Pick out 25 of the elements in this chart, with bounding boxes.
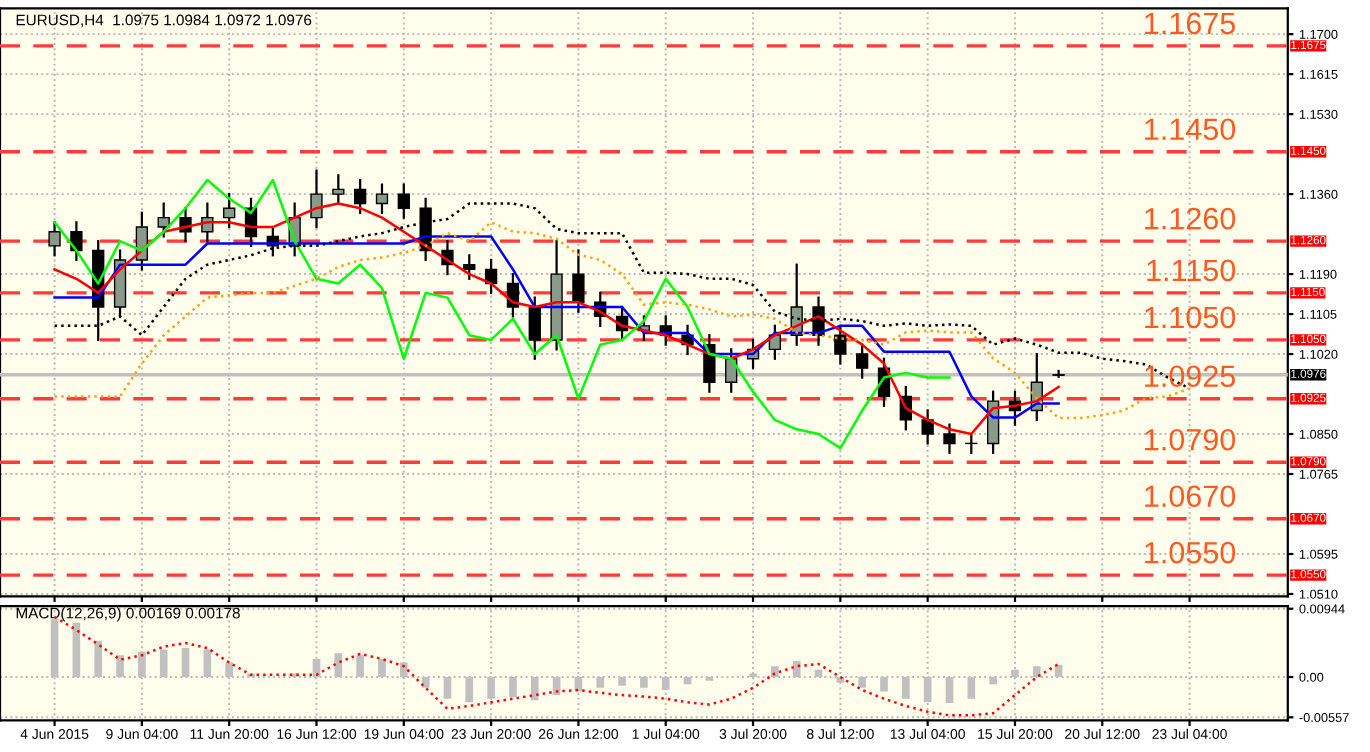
candlestick [310, 169, 323, 229]
candlestick [943, 423, 956, 454]
candlestick [572, 249, 585, 313]
text: 1.1150 [1147, 259, 1236, 282]
candlestick [1052, 369, 1065, 378]
candlestick [375, 183, 389, 215]
line-series [53, 178, 951, 450]
candlestick [223, 192, 236, 229]
candlestick [70, 221, 83, 262]
candlestick [463, 254, 476, 280]
text: 1.0790 [1145, 428, 1236, 451]
text: 1.1050 [1145, 306, 1236, 329]
candlestick [48, 221, 61, 257]
text: 1.1675 [1145, 12, 1236, 35]
text: 1.1260 [1145, 207, 1236, 230]
candlestick [397, 183, 410, 219]
candlestick [353, 178, 367, 215]
candlestick [528, 296, 541, 360]
candlestick [834, 324, 847, 365]
text: 1.0550 [1145, 541, 1236, 564]
candlestick [157, 202, 170, 238]
candlestick [856, 343, 869, 379]
candlestick [332, 174, 345, 205]
text: 1.1450 [1145, 118, 1236, 141]
text: 1.0670 [1145, 485, 1236, 508]
